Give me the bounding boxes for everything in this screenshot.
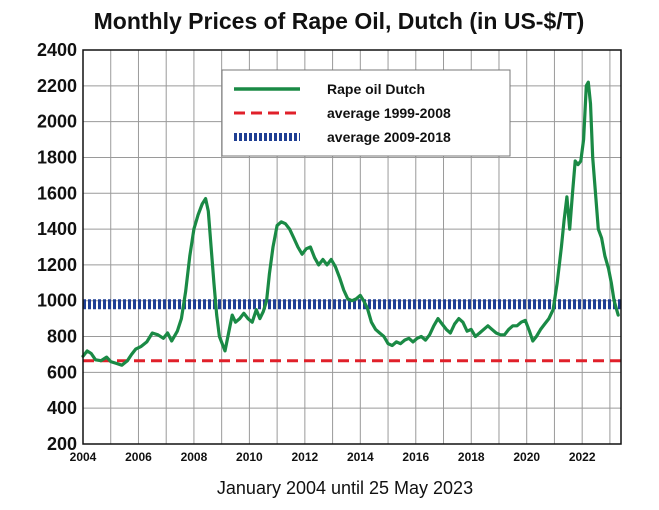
- legend: Rape oil Dutch average 1999-2008 average 2…: [221, 69, 511, 157]
- x-tick-label: 2012: [292, 450, 319, 464]
- y-tick-label: 600: [47, 362, 77, 382]
- x-tick-label: 2006: [125, 450, 152, 464]
- y-tick-label: 1200: [37, 255, 77, 275]
- y-tick-label: 2200: [37, 76, 77, 96]
- y-tick-label: 1000: [37, 291, 77, 311]
- x-tick-label: 2018: [458, 450, 485, 464]
- y-tick-label: 800: [47, 327, 77, 347]
- y-tick-label: 1400: [37, 219, 77, 239]
- y-tick-label: 1600: [37, 183, 77, 203]
- chart-title: Monthly Prices of Rape Oil, Dutch (in US…: [94, 8, 585, 34]
- y-tick-label: 1800: [37, 147, 77, 167]
- rape-oil-dutch-line: [81, 80, 620, 367]
- x-tick-label: 2016: [402, 450, 429, 464]
- x-tick-label: 2010: [236, 450, 263, 464]
- legend-label: average 1999-2008: [327, 105, 451, 121]
- x-tick-label: 2020: [513, 450, 540, 464]
- x-tick-label: 2004: [70, 450, 97, 464]
- y-tick-label: 2000: [37, 112, 77, 132]
- y-tick-label: 200: [47, 434, 77, 454]
- x-tick-label: 2022: [569, 450, 596, 464]
- y-tick-label: 2400: [37, 40, 77, 60]
- plot-frame: [82, 49, 622, 445]
- x-tick-label: 2014: [347, 450, 374, 464]
- y-tick-label: 400: [47, 398, 77, 418]
- x-tick-label: 2008: [181, 450, 208, 464]
- x-axis-label: January 2004 until 25 May 2023: [217, 478, 473, 498]
- legend-label: average 2009-2018: [327, 129, 451, 145]
- legend-label: Rape oil Dutch: [327, 81, 425, 97]
